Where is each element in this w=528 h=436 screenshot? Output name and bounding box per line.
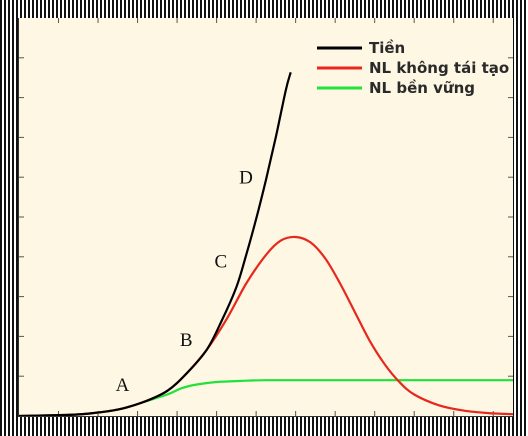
series-line-nl-khong-tai-tao <box>19 235 513 416</box>
point-labels: A B C D <box>116 167 253 396</box>
y-axis-ticks <box>19 57 24 377</box>
point-label-a: A <box>116 375 130 396</box>
point-label-c: C <box>214 251 227 272</box>
legend-label: NL không tái tạo <box>369 59 509 77</box>
series-line-tien <box>19 72 292 416</box>
legend-label: NL bền vững <box>369 78 475 97</box>
right-axis-ticks <box>508 57 513 377</box>
point-label-b: B <box>180 330 193 351</box>
top-axis-ticks <box>58 18 494 23</box>
point-label-d: D <box>239 167 253 188</box>
series-line-nl-ben-vung <box>19 379 513 416</box>
chart-frame: A B C D Tiền NL không tái tạo NL bền vững <box>18 18 513 417</box>
legend-label: Tiền <box>369 38 405 57</box>
series-layer <box>19 72 513 416</box>
x-axis-ticks <box>58 411 494 416</box>
